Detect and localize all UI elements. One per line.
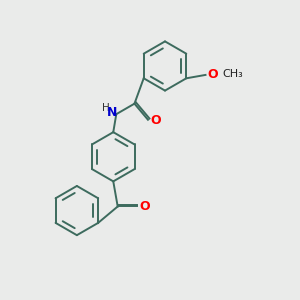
Text: N: N (106, 106, 117, 119)
Text: CH₃: CH₃ (222, 69, 243, 79)
Text: O: O (207, 68, 217, 81)
Text: O: O (150, 114, 161, 127)
Text: O: O (139, 200, 150, 213)
Text: H: H (102, 103, 110, 112)
